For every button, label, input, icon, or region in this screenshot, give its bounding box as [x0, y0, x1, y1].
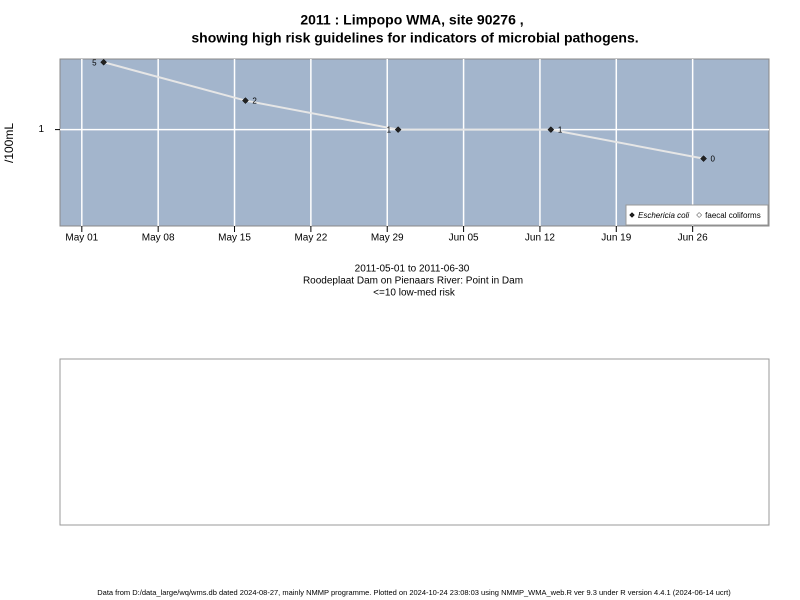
legend-marker	[629, 212, 635, 218]
legend-marker	[696, 212, 702, 218]
data-label: 0	[711, 155, 716, 164]
data-point	[700, 155, 707, 162]
data-label: 5	[92, 58, 97, 67]
x-tick-label: May 01	[65, 233, 98, 244]
empty-panel	[59, 358, 770, 526]
x-tick-label: Jun 19	[601, 233, 631, 244]
data-point	[394, 126, 402, 133]
annotation: <=10 low-med risk	[373, 288, 456, 299]
y-axis-label: /100mL	[2, 123, 16, 163]
data-point	[547, 126, 555, 133]
x-tick-label: May 08	[142, 233, 175, 244]
chart-title: showing high risk guidelines for indicat…	[191, 30, 638, 46]
legend-label: faecal coliforms	[705, 211, 761, 220]
footer: Data from D:/data_large/wq/wms.db dated …	[97, 588, 731, 597]
data-label: 1	[558, 126, 563, 135]
x-tick-label: Jun 12	[525, 233, 555, 244]
plot-background	[59, 58, 770, 227]
chart-title: 2011 : Limpopo WMA, site 90276 ,	[300, 12, 523, 28]
annotation: 2011-05-01 to 2011-06-30	[355, 264, 470, 275]
data-label: 1	[387, 126, 392, 135]
annotation: Roodeplaat Dam on Pienaars River: Point …	[303, 276, 523, 287]
x-tick-label: Jun 05	[449, 233, 479, 244]
x-tick-label: May 15	[218, 233, 251, 244]
x-tick-label: May 22	[294, 233, 327, 244]
y-tick-label: 1	[38, 124, 44, 135]
data-point	[100, 58, 107, 66]
data-label: 2	[252, 97, 257, 106]
x-tick-label: May 29	[371, 233, 404, 244]
x-tick-label: Jun 26	[678, 233, 708, 244]
legend-label: Eschericia coli	[638, 211, 689, 220]
data-point	[242, 97, 249, 104]
